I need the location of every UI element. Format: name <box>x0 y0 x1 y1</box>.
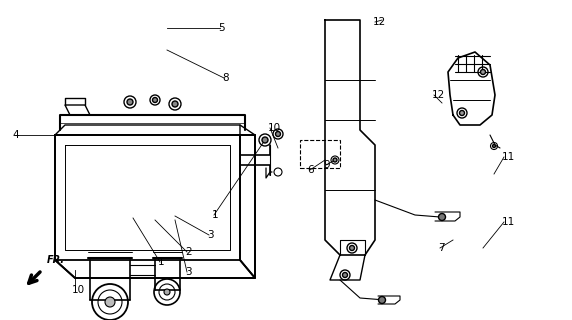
Text: 10: 10 <box>268 123 281 133</box>
Circle shape <box>153 98 157 102</box>
Circle shape <box>343 273 348 277</box>
Text: 10: 10 <box>72 285 85 295</box>
Circle shape <box>276 132 280 137</box>
Circle shape <box>492 145 495 148</box>
Text: 5: 5 <box>218 23 225 33</box>
Circle shape <box>349 245 355 251</box>
Bar <box>300 140 340 168</box>
Text: 6: 6 <box>307 165 313 175</box>
Text: 8: 8 <box>222 73 229 83</box>
Text: 2: 2 <box>185 247 192 257</box>
Text: 7: 7 <box>438 243 444 253</box>
Circle shape <box>172 101 178 107</box>
Circle shape <box>333 158 337 162</box>
Text: 9: 9 <box>323 160 329 170</box>
Circle shape <box>379 297 386 303</box>
Text: FR.: FR. <box>47 255 65 265</box>
Circle shape <box>262 137 268 143</box>
Circle shape <box>105 297 115 307</box>
Text: 12: 12 <box>373 17 386 27</box>
Circle shape <box>127 99 133 105</box>
Text: 1: 1 <box>212 210 219 220</box>
Text: 3: 3 <box>207 230 213 240</box>
Text: 3: 3 <box>185 267 192 277</box>
Circle shape <box>480 69 486 75</box>
Text: 11: 11 <box>502 152 515 162</box>
Circle shape <box>164 289 170 295</box>
Text: 12: 12 <box>432 90 445 100</box>
Circle shape <box>439 213 446 220</box>
Circle shape <box>459 110 464 116</box>
Text: 11: 11 <box>502 217 515 227</box>
Text: 4: 4 <box>12 130 19 140</box>
Text: 1: 1 <box>158 257 165 267</box>
